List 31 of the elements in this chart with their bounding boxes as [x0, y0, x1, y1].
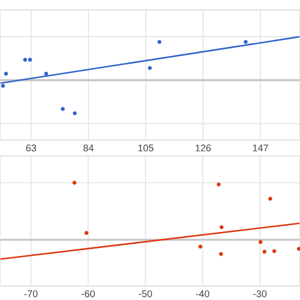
- point: [219, 252, 223, 256]
- point: [84, 230, 88, 235]
- x-tick-label: 126: [196, 144, 211, 152]
- point: [220, 225, 224, 230]
- point: [1, 84, 5, 88]
- point: [268, 196, 272, 201]
- point: [296, 246, 300, 251]
- x-tick-label: -70: [24, 290, 38, 298]
- point: [23, 58, 28, 62]
- x-tick-label: -30: [253, 290, 267, 298]
- point: [157, 40, 162, 44]
- x-tick-label: -50: [138, 290, 152, 298]
- point: [258, 240, 262, 244]
- point: [44, 72, 48, 76]
- x-tick-label: 105: [138, 144, 154, 152]
- point: [72, 111, 77, 116]
- point: [272, 249, 276, 254]
- x-tick-label: -60: [82, 290, 95, 298]
- x-tick-label: 63: [26, 144, 36, 152]
- point: [4, 72, 8, 76]
- point: [148, 66, 152, 70]
- point: [244, 40, 248, 44]
- point: [198, 244, 202, 249]
- point: [60, 106, 65, 111]
- x-tick-label: -40: [196, 290, 210, 298]
- x-tick-label: 84: [83, 144, 94, 152]
- point: [28, 58, 32, 62]
- point: [216, 182, 221, 186]
- point: [72, 180, 76, 185]
- x-tick-label: 147: [253, 144, 268, 152]
- point: [262, 250, 266, 254]
